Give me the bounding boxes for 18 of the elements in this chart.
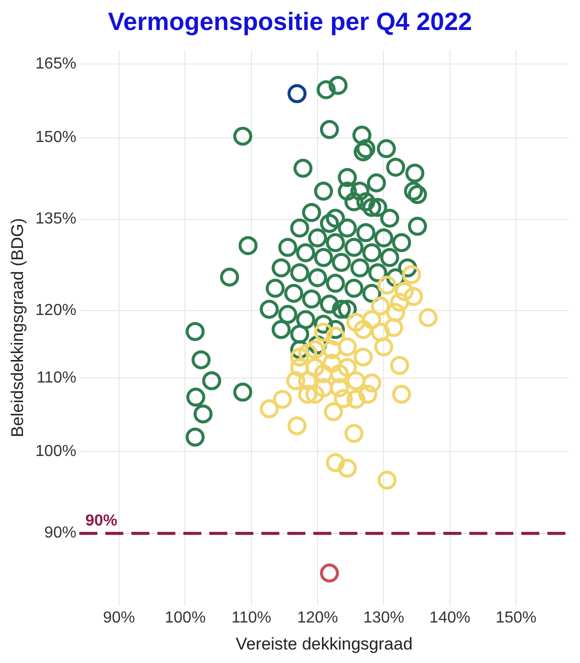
- ref-line-label: 90%: [85, 512, 118, 530]
- y-tick-label: 120%: [35, 302, 76, 319]
- chart-title: Vermogenspositie per Q4 2022: [108, 8, 472, 36]
- x-axis-title: Vereiste dekkingsgraad: [236, 634, 413, 654]
- x-tick-label: 100%: [164, 609, 206, 626]
- x-tick-label: 140%: [429, 609, 470, 626]
- x-tick-label: 150%: [496, 609, 537, 626]
- y-tick-label: 100%: [35, 443, 76, 460]
- x-tick-label: 120%: [297, 609, 338, 626]
- x-tick-label: 130%: [363, 609, 404, 626]
- y-tick-label: 90%: [44, 524, 76, 542]
- x-tick-label: 90%: [103, 609, 136, 626]
- x-tick-label: 110%: [232, 609, 272, 626]
- y-axis-title: Beleidsdekkingsgraad (BDG): [8, 218, 27, 438]
- y-tick-label: 110%: [36, 369, 76, 386]
- y-tick-label: 135%: [35, 210, 76, 228]
- y-tick-label: 150%: [35, 129, 76, 146]
- y-tick-label: 165%: [35, 55, 76, 72]
